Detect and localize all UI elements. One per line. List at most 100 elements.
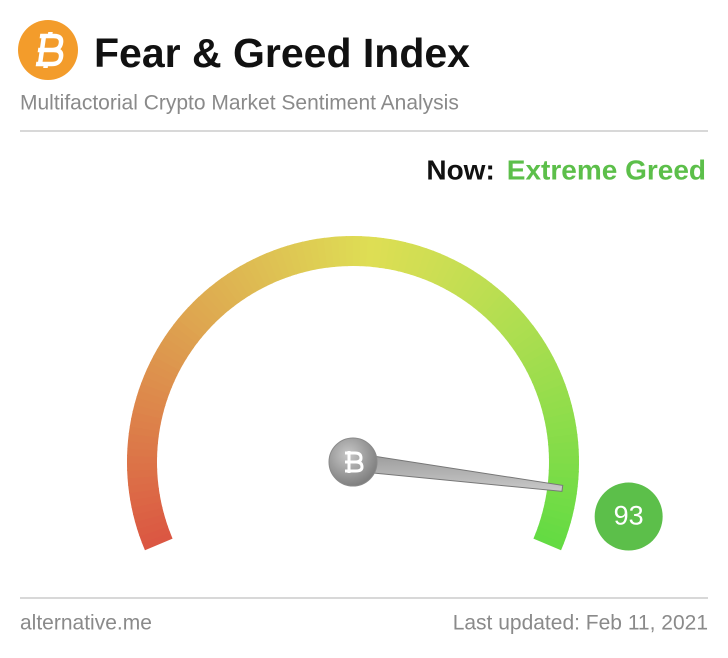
gauge-arc: [138, 382, 170, 401]
gauge-arc: [294, 241, 310, 273]
gauge-arc: [273, 247, 291, 279]
gauge-arc: [136, 519, 168, 537]
gauge-arc: [540, 397, 573, 414]
subtitle: Multifactorial Crypto Market Sentiment A…: [20, 92, 459, 115]
gauge-arc: [226, 269, 251, 300]
hub-icon: [345, 451, 364, 473]
gauge-arc: [516, 337, 547, 361]
gauge-arc: [197, 291, 225, 320]
gauge-arc: [543, 501, 575, 517]
gauge-arc: [182, 307, 211, 334]
gauge-arc: [391, 240, 406, 272]
gauge-arc: [385, 239, 399, 271]
gauge-arc: [534, 376, 566, 396]
gauge-arc: [519, 343, 550, 366]
gauge-arc: [127, 468, 158, 479]
gauge-arc: [539, 514, 571, 531]
gauge: 93: [127, 236, 663, 551]
gauge-arc: [153, 348, 184, 371]
gauge-arc: [434, 256, 455, 287]
gauge-arc: [141, 531, 173, 551]
gauge-arc: [128, 425, 160, 438]
gauge-arc: [233, 265, 256, 296]
gauge-arc: [259, 252, 279, 284]
gauge-arc: [548, 456, 579, 466]
gauge-arc: [410, 245, 428, 277]
source: alternative.me: [20, 612, 152, 635]
gauge-arc: [149, 355, 181, 377]
gauge-arc: [537, 520, 569, 538]
gauge-arc: [173, 318, 202, 344]
value-badge: [594, 482, 663, 551]
gauge-arc: [535, 526, 567, 545]
gauge-arc: [467, 278, 493, 308]
gauge-arc: [403, 243, 421, 275]
gauge-arc: [545, 489, 577, 502]
gauge-arc: [156, 342, 187, 365]
gauge-arc: [146, 361, 178, 383]
gauge-arc: [220, 273, 245, 303]
gauge-arc: [397, 241, 414, 274]
gauge-arc: [192, 296, 220, 324]
gauge-arc: [287, 243, 304, 275]
gauge-arc: [531, 369, 563, 390]
gauge-arc: [496, 308, 525, 335]
gauge-arc: [141, 375, 173, 394]
gauge-arc: [239, 262, 262, 293]
title: Fear & Greed Index: [94, 30, 470, 76]
gauge-arc: [338, 236, 348, 267]
gauge-arc: [487, 297, 515, 325]
gauge-arc: [164, 329, 194, 354]
gauge-arc: [533, 532, 564, 551]
gauge-arc: [536, 383, 568, 402]
gauge-arc: [177, 312, 207, 339]
last-updated: Last updated: Feb 11, 2021: [453, 612, 708, 635]
gauge-arc: [139, 525, 171, 544]
gauge-arc: [266, 250, 285, 282]
value-label: 93: [614, 501, 644, 531]
gauge-arc: [445, 262, 468, 294]
gauge-arc: [428, 253, 449, 285]
gauge-arc: [456, 270, 481, 301]
gauge-arc: [440, 259, 462, 290]
gauge-arc: [132, 506, 165, 523]
gauge-arc: [548, 448, 579, 459]
gauge-arc: [416, 248, 435, 280]
gauge-arc: [131, 410, 163, 425]
gauge-arc: [132, 403, 164, 419]
gauge-arc: [280, 245, 298, 277]
gauge-arc: [545, 419, 577, 433]
gauge-arc: [472, 283, 499, 312]
gauge-arc: [345, 236, 355, 267]
bitcoin-logo: [18, 20, 78, 80]
gauge-arc: [372, 237, 385, 268]
gauge-arc: [308, 238, 323, 270]
status: Extreme Greed: [507, 154, 706, 185]
gauge-arc: [508, 325, 539, 350]
gauge-arc: [538, 390, 571, 408]
gauge-arc: [541, 508, 573, 524]
gauge-arc: [214, 277, 240, 307]
now-label: Now:: [426, 154, 494, 185]
gauge-arc: [492, 302, 520, 330]
gauge-arc: [127, 462, 158, 472]
gauge-arc: [131, 500, 163, 516]
gauge-arc: [129, 417, 161, 432]
gauge-arc: [500, 313, 530, 340]
gauge-arc: [127, 432, 159, 445]
gauge-arc: [134, 513, 166, 530]
gauge-arc: [168, 323, 198, 349]
gauge-arc: [160, 336, 191, 360]
gauge-arc: [482, 292, 510, 321]
gauge-arc: [203, 286, 230, 316]
gauge-arc: [544, 411, 576, 427]
gauge-arc: [504, 319, 534, 345]
gauge-arc: [143, 368, 175, 388]
gauge-arc: [542, 404, 574, 420]
gauge-arc: [462, 274, 487, 304]
gauge-arc: [209, 282, 235, 311]
gauge-arc: [136, 389, 168, 407]
gauge-arc: [451, 266, 475, 297]
gauge-arc: [187, 301, 215, 329]
